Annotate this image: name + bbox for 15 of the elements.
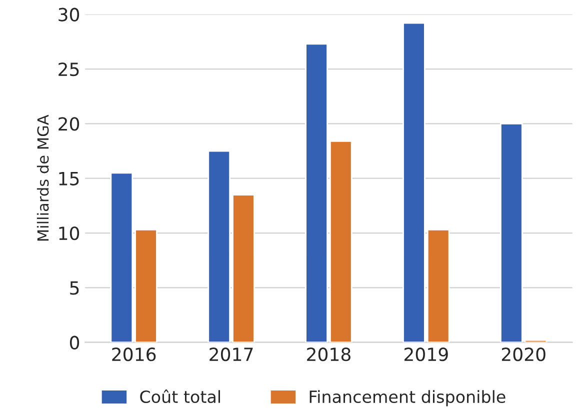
y-axis-title: Milliards de MGA xyxy=(36,114,49,241)
x-tick-label: 2019 xyxy=(404,348,448,362)
y-tick-label: 15 xyxy=(59,172,79,186)
y-tick-label: 5 xyxy=(70,281,79,295)
x-tick-label: 2018 xyxy=(307,348,350,362)
legend-label: Financement disponible xyxy=(310,390,506,406)
x-tick-label: 2017 xyxy=(210,348,253,362)
x-tick-label: 2016 xyxy=(112,348,156,362)
y-tick-label: 10 xyxy=(59,226,80,240)
x-tick-label: 2020 xyxy=(502,348,546,362)
legend-label: Coût total xyxy=(140,389,220,404)
y-tick-label: 30 xyxy=(58,8,80,22)
y-tick-label: 0 xyxy=(70,336,80,350)
y-tick-label: 25 xyxy=(58,62,79,76)
y-tick-label: 20 xyxy=(58,117,80,131)
